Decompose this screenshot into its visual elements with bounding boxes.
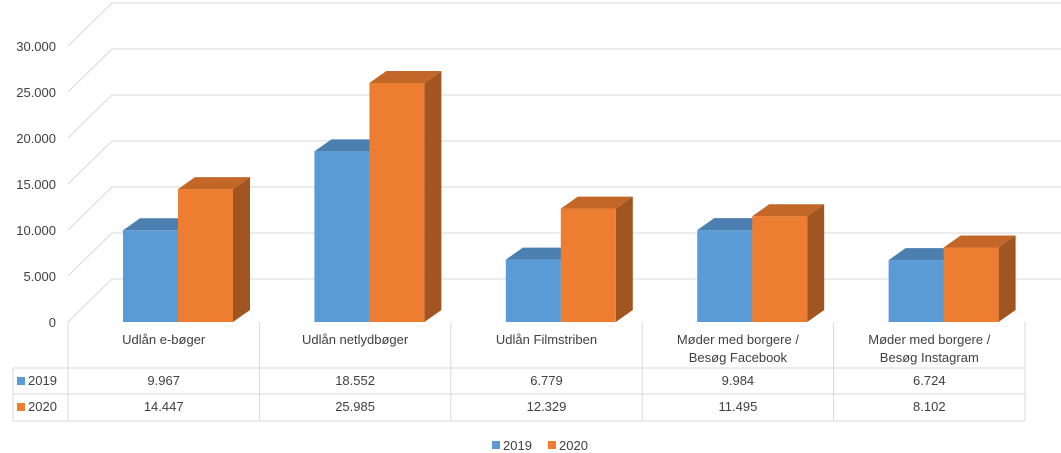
bar-front <box>505 259 561 322</box>
category-label-line: Besøg Instagram <box>880 350 979 365</box>
bar-top <box>314 139 387 152</box>
bar-side <box>998 235 1016 322</box>
category-label-line: Møder med borgere / <box>868 332 990 347</box>
bar-front <box>888 260 944 322</box>
category-label: Møder med borgere / Besøg Instagram <box>868 332 990 365</box>
data-label: 25.985 <box>335 399 375 414</box>
series-name: 2019 <box>28 373 57 388</box>
bar-top <box>560 196 633 209</box>
bars <box>123 70 1016 322</box>
bar-top <box>943 235 1016 248</box>
bar-top <box>123 218 195 231</box>
data-label: 18.552 <box>335 373 375 388</box>
bar-2020 <box>560 196 633 322</box>
bar-side <box>807 204 825 322</box>
bar-top <box>752 204 825 217</box>
legend-swatch-2019 <box>492 441 500 449</box>
bar-front <box>943 247 999 322</box>
y-tick-label: 0 <box>49 315 56 330</box>
bar-top <box>697 218 770 231</box>
bar-side <box>615 196 633 322</box>
bar-front <box>314 151 370 322</box>
legend-label: 2020 <box>559 438 588 453</box>
data-label: 12.329 <box>527 399 567 414</box>
y-tick-label: 15.000 <box>16 177 56 192</box>
data-label: 14.447 <box>144 399 184 414</box>
data-table: Udlån e-bøger Udlån netlydbøger Udlån Film… <box>12 322 1026 422</box>
series-key-2019 <box>17 377 25 385</box>
category-label-line: Besøg Facebook <box>689 350 788 365</box>
bar-front <box>123 230 178 322</box>
data-label: 11.495 <box>719 399 758 414</box>
bar-front <box>178 189 233 322</box>
gridline-diagonal <box>67 94 113 139</box>
bar-side <box>424 70 442 322</box>
data-label: 9.967 <box>147 373 180 388</box>
category-label: Udlån netlydbøger <box>302 332 409 347</box>
category-label: Udlån Filmstriben <box>496 332 597 347</box>
gridlines <box>67 2 1061 323</box>
series-name: 2020 <box>28 399 57 414</box>
bar-front <box>369 82 425 322</box>
gridline-diagonal <box>67 232 113 277</box>
data-label: 9.984 <box>722 373 755 388</box>
legend: 2019 2020 <box>492 438 588 453</box>
y-tick-label: 5.000 <box>23 269 56 284</box>
data-label: 8.102 <box>913 399 946 414</box>
y-tick-label: 25.000 <box>16 85 56 100</box>
gridline-diagonal <box>67 186 113 231</box>
bar-top <box>369 70 442 83</box>
bar-2020 <box>752 204 825 322</box>
y-tick-label: 30.000 <box>16 39 56 54</box>
bar-side <box>233 177 250 322</box>
data-label: 6.779 <box>530 373 563 388</box>
bar-front <box>560 208 616 322</box>
bar-front <box>697 230 753 322</box>
data-label: 6.724 <box>913 373 946 388</box>
bar-2020 <box>943 235 1016 322</box>
gridline-diagonal <box>67 48 113 93</box>
y-axis: 0 5.000 10.000 15.000 20.000 25.000 30.000 <box>16 39 56 330</box>
category-label: Møder med borgere / Besøg Facebook <box>677 332 799 365</box>
gridline-diagonal <box>67 140 113 185</box>
gridline-diagonal <box>67 2 113 47</box>
y-tick-label: 20.000 <box>16 131 56 146</box>
bar-2020 <box>178 177 250 322</box>
category-label-line: Møder med borgere / <box>677 332 799 347</box>
gridline-diagonal <box>67 278 113 323</box>
bar-top <box>888 248 961 261</box>
legend-swatch-2020 <box>548 441 556 449</box>
bar-front <box>752 216 808 322</box>
legend-label: 2019 <box>503 438 532 453</box>
bar-top <box>505 247 578 260</box>
bar-2020 <box>369 70 442 322</box>
bar-top <box>178 177 250 190</box>
y-tick-label: 10.000 <box>16 223 56 238</box>
category-label: Udlån e-bøger <box>122 332 206 347</box>
series-key-2020 <box>17 403 25 411</box>
